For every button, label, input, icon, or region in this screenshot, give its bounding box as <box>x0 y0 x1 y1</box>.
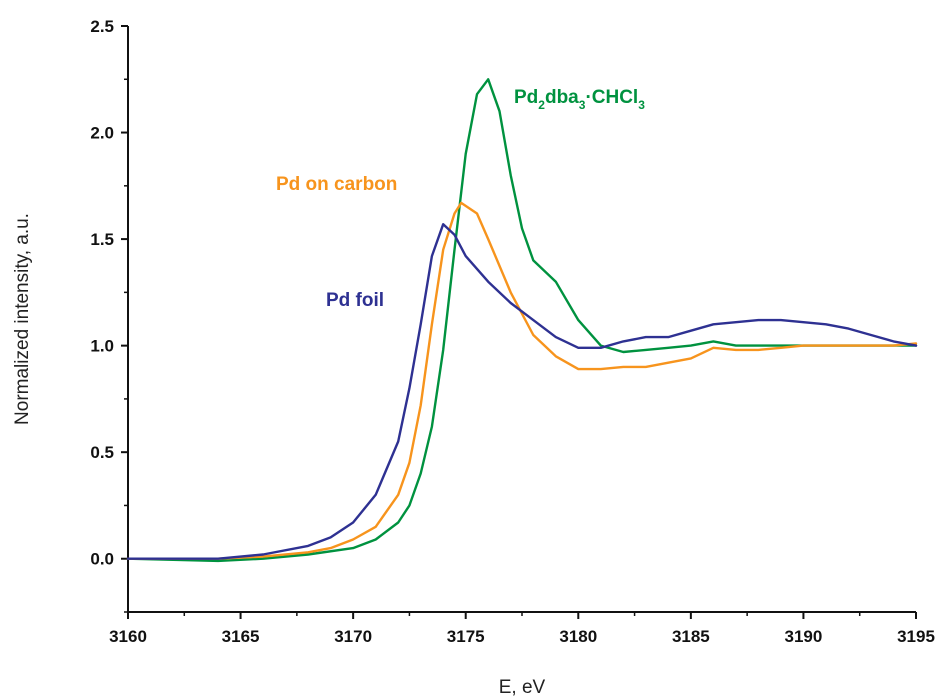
x-tick-label: 3185 <box>672 627 710 646</box>
y-tick-label: 2.5 <box>90 17 114 36</box>
label-dba: dba <box>545 87 579 108</box>
x-tick-label: 3180 <box>559 627 597 646</box>
series-label-pd-carbon: Pd on carbon <box>276 174 397 195</box>
x-tick-label: 3175 <box>447 627 485 646</box>
label-sub-3b: 3 <box>638 98 645 112</box>
x-tick-label: 3165 <box>222 627 260 646</box>
series-label-pd2dba3: Pd2dba3·CHCl3 <box>514 87 645 112</box>
y-tick-label: 1.0 <box>90 337 114 356</box>
series-lines <box>126 78 918 563</box>
x-tick-label: 3190 <box>785 627 823 646</box>
label-dot: · <box>585 87 591 108</box>
y-ticks: 0.0 0.5 1.0 1.5 2.0 2.5 <box>90 17 128 613</box>
y-tick-label: 0.0 <box>90 550 114 569</box>
label-pd: Pd <box>514 87 538 108</box>
x-tick-label: 3195 <box>897 627 935 646</box>
label-sub-3: 3 <box>579 98 586 112</box>
y-axis-title: Normalized intensity, a.u. <box>12 213 33 425</box>
series-line-0 <box>126 222 918 560</box>
x-axis-title: E, eV <box>499 677 546 698</box>
x-tick-label: 3170 <box>334 627 372 646</box>
y-tick-label: 1.5 <box>90 230 114 249</box>
y-tick-label: 2.0 <box>90 124 114 143</box>
axes <box>127 26 916 613</box>
x-ticks: 3160 3165 3170 3175 3180 3185 3190 3195 <box>109 612 935 646</box>
y-tick-label: 0.5 <box>90 443 114 462</box>
label-sub-2: 2 <box>538 98 545 112</box>
label-chcl: CHCl <box>592 87 638 108</box>
x-tick-label: 3160 <box>109 627 147 646</box>
series-label-pd-foil: Pd foil <box>326 290 384 311</box>
series-line-1 <box>126 201 918 560</box>
series-line-2 <box>126 78 918 563</box>
